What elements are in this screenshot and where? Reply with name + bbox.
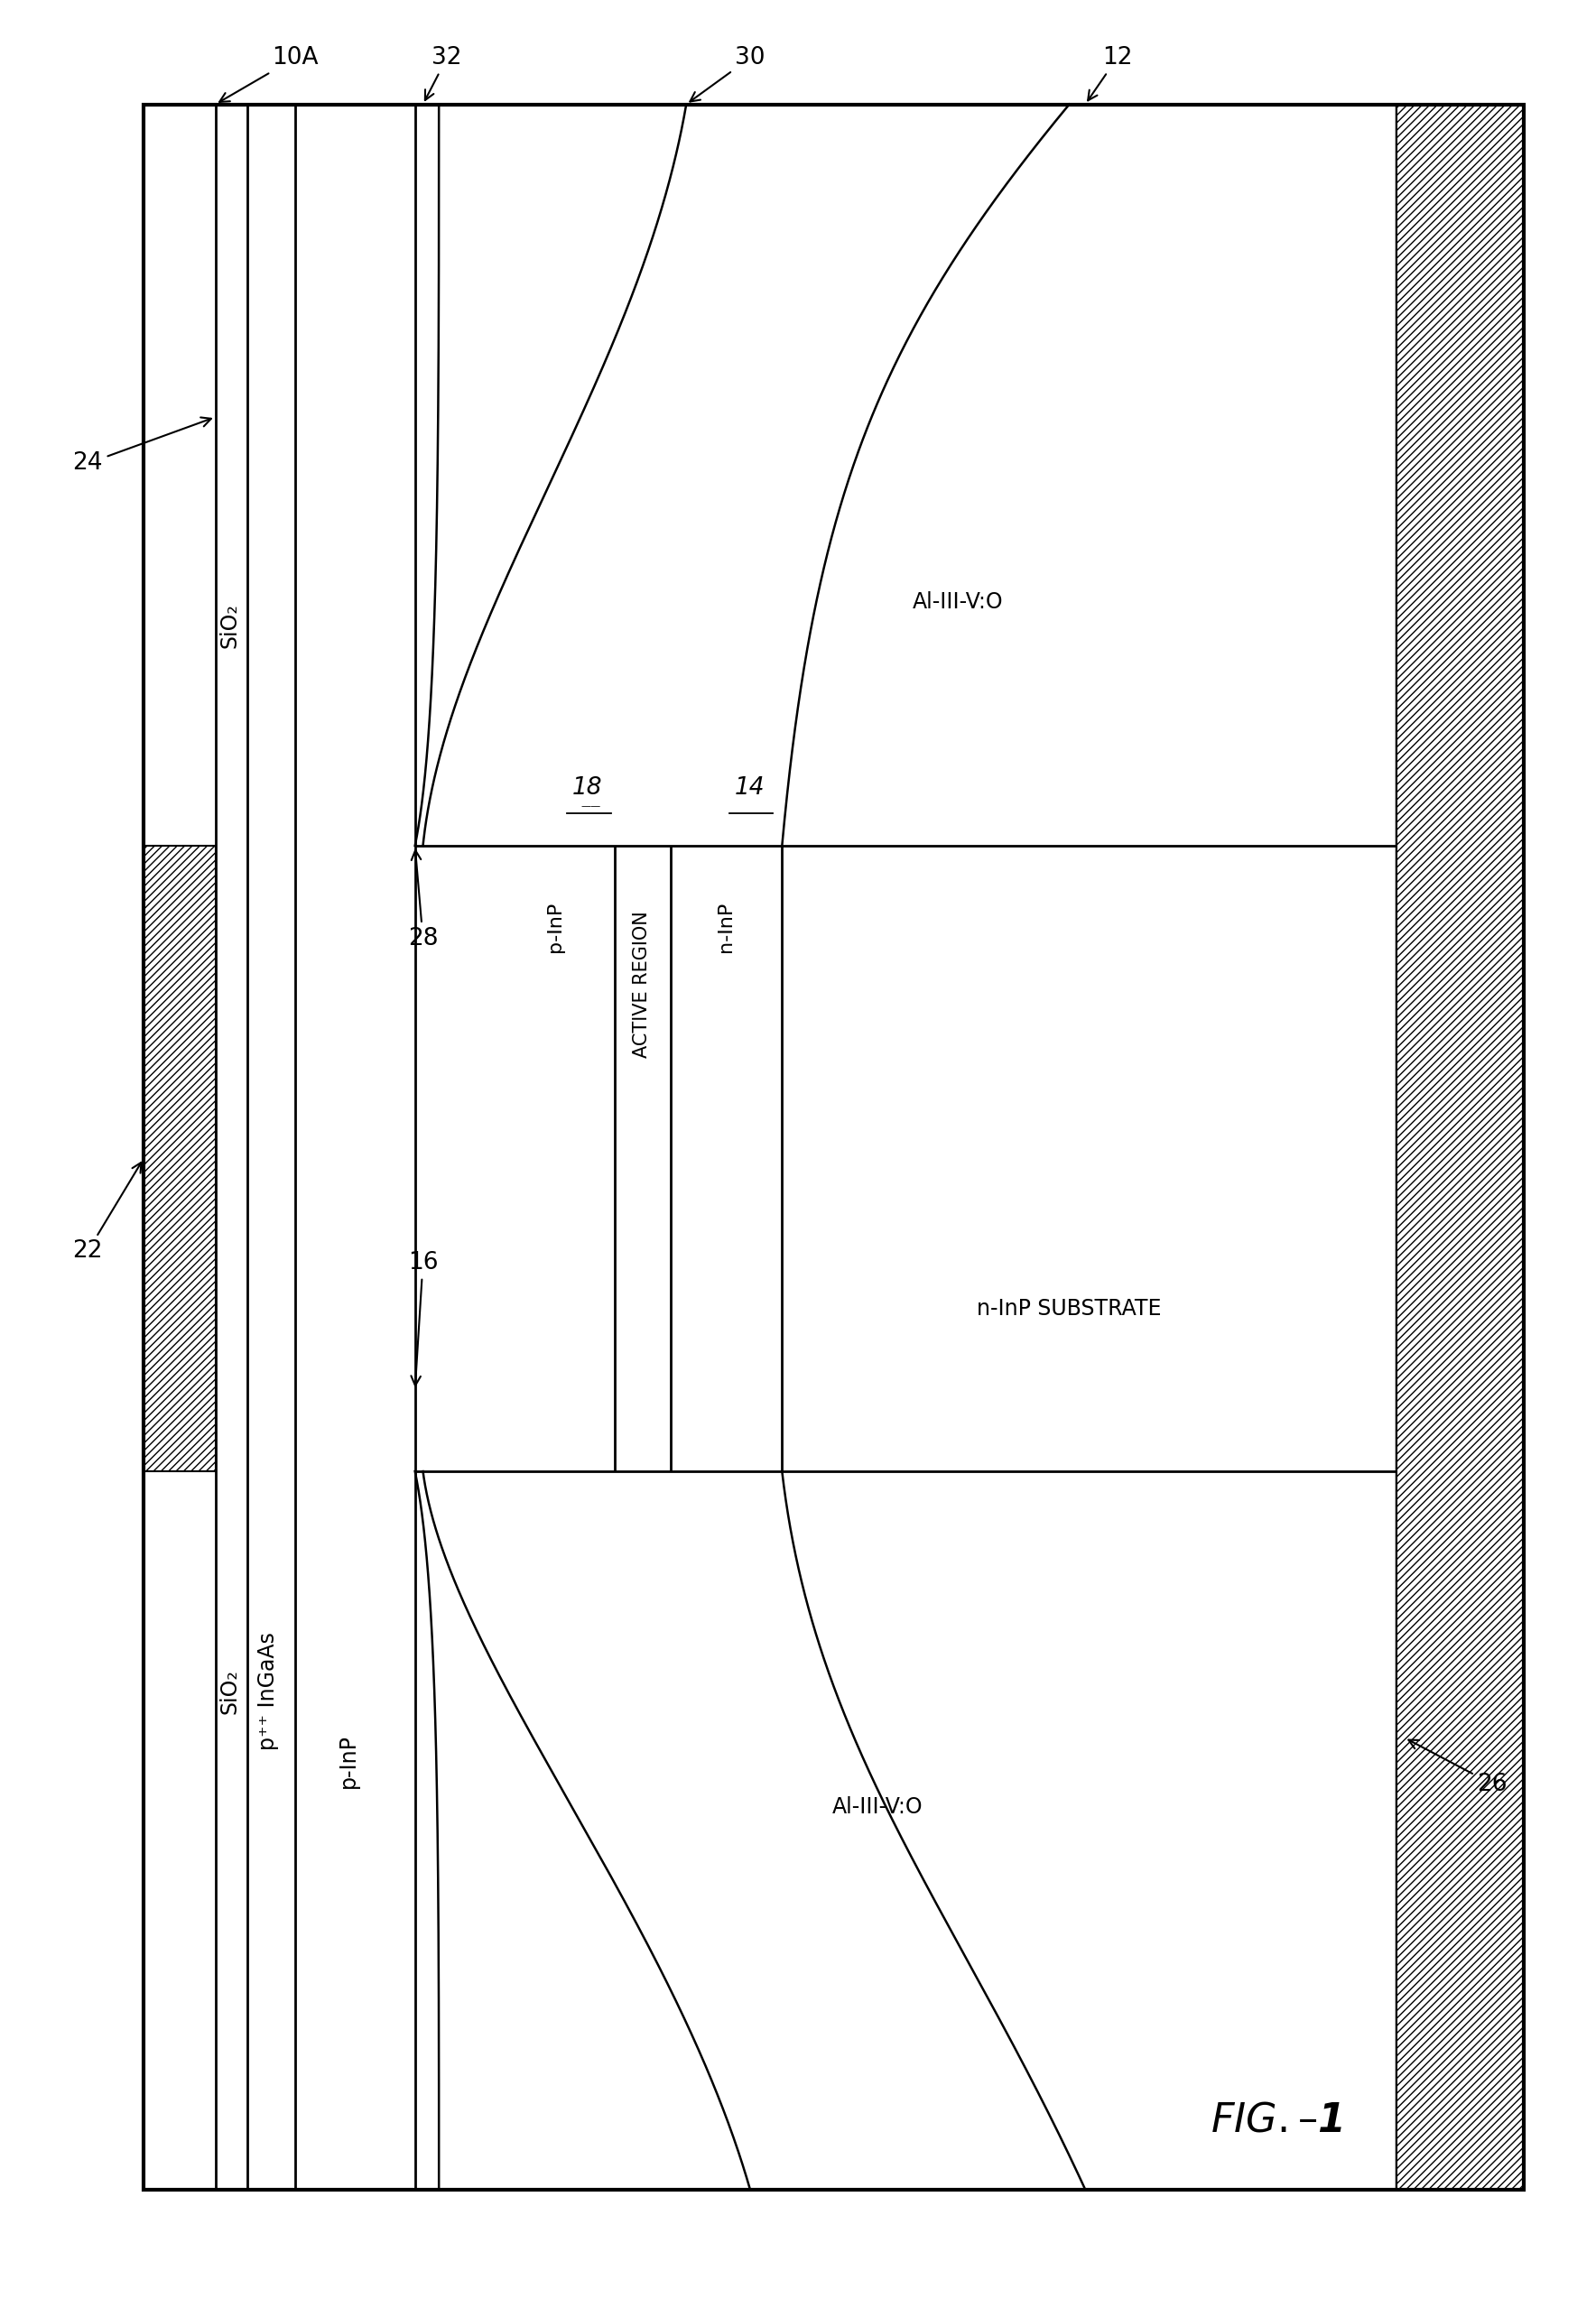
Bar bbox=[144, 846, 215, 1471]
Text: n-InP SUBSTRATE: n-InP SUBSTRATE bbox=[977, 1298, 1162, 1321]
Bar bbox=[1396, 104, 1524, 2190]
Text: 18: 18 bbox=[573, 776, 602, 799]
Bar bbox=[144, 104, 1524, 2190]
Text: Al-III-V:O: Al-III-V:O bbox=[833, 1796, 922, 1819]
Text: 16: 16 bbox=[409, 1251, 437, 1386]
Text: ——: —— bbox=[581, 802, 600, 811]
Text: 26: 26 bbox=[1409, 1740, 1507, 1796]
Text: ACTIVE REGION: ACTIVE REGION bbox=[632, 911, 651, 1059]
Text: 28: 28 bbox=[409, 850, 437, 950]
Text: 30: 30 bbox=[689, 46, 764, 102]
Text: 10A: 10A bbox=[219, 46, 319, 102]
Text: Al-III-V:O: Al-III-V:O bbox=[913, 591, 1002, 614]
Text: $\mathit{FIG.}$–1: $\mathit{FIG.}$–1 bbox=[1211, 2102, 1342, 2139]
Text: 24: 24 bbox=[73, 417, 211, 475]
Text: p-InP: p-InP bbox=[337, 1733, 359, 1789]
Text: n-InP: n-InP bbox=[717, 901, 736, 952]
Text: SiO₂: SiO₂ bbox=[219, 602, 241, 649]
Text: p⁺⁺ InGaAs: p⁺⁺ InGaAs bbox=[257, 1633, 279, 1749]
Text: 14: 14 bbox=[736, 776, 764, 799]
Text: p-InP: p-InP bbox=[546, 901, 565, 952]
Text: 32: 32 bbox=[425, 46, 461, 100]
Text: 12: 12 bbox=[1088, 46, 1132, 100]
Text: SiO₂: SiO₂ bbox=[219, 1668, 241, 1715]
Text: 22: 22 bbox=[73, 1163, 142, 1263]
